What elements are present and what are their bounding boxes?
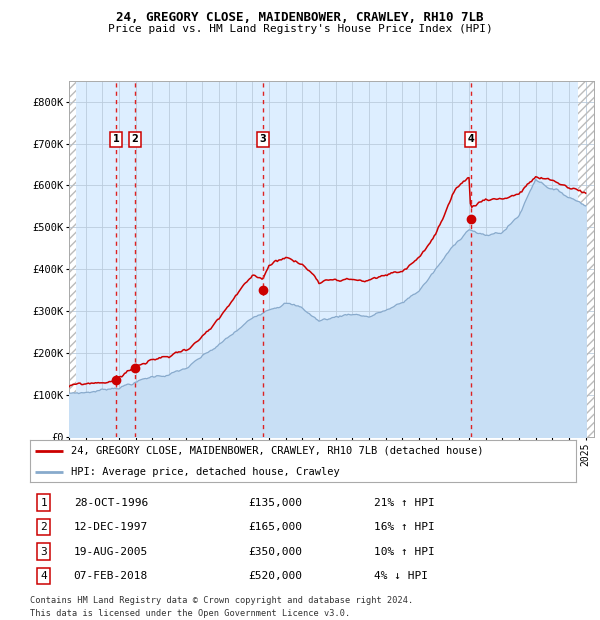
Text: 10% ↑ HPI: 10% ↑ HPI	[374, 547, 435, 557]
Text: 28-OCT-1996: 28-OCT-1996	[74, 497, 148, 508]
Bar	[578, 81, 600, 437]
Text: Price paid vs. HM Land Registry's House Price Index (HPI): Price paid vs. HM Land Registry's House …	[107, 24, 493, 33]
Text: HPI: Average price, detached house, Crawley: HPI: Average price, detached house, Craw…	[71, 467, 340, 477]
Text: 1: 1	[113, 135, 119, 144]
Bar	[0, 81, 76, 437]
Text: This data is licensed under the Open Government Licence v3.0.: This data is licensed under the Open Gov…	[30, 609, 350, 618]
Text: 12-DEC-1997: 12-DEC-1997	[74, 522, 148, 532]
Text: 1: 1	[40, 497, 47, 508]
Text: 16% ↑ HPI: 16% ↑ HPI	[374, 522, 435, 532]
Text: £350,000: £350,000	[248, 547, 302, 557]
Bar	[578, 81, 600, 437]
Text: 07-FEB-2018: 07-FEB-2018	[74, 571, 148, 581]
Text: 24, GREGORY CLOSE, MAIDENBOWER, CRAWLEY, RH10 7LB (detached house): 24, GREGORY CLOSE, MAIDENBOWER, CRAWLEY,…	[71, 446, 484, 456]
Text: 4: 4	[40, 571, 47, 581]
Text: 4: 4	[467, 135, 474, 144]
Text: 2: 2	[131, 135, 138, 144]
Text: 24, GREGORY CLOSE, MAIDENBOWER, CRAWLEY, RH10 7LB: 24, GREGORY CLOSE, MAIDENBOWER, CRAWLEY,…	[116, 11, 484, 24]
Bar	[0, 81, 76, 437]
Text: 2: 2	[40, 522, 47, 532]
Text: 19-AUG-2005: 19-AUG-2005	[74, 547, 148, 557]
Text: £165,000: £165,000	[248, 522, 302, 532]
Text: 21% ↑ HPI: 21% ↑ HPI	[374, 497, 435, 508]
Text: 3: 3	[259, 135, 266, 144]
Text: Contains HM Land Registry data © Crown copyright and database right 2024.: Contains HM Land Registry data © Crown c…	[30, 596, 413, 606]
Text: 3: 3	[40, 547, 47, 557]
Text: £520,000: £520,000	[248, 571, 302, 581]
Text: 4% ↓ HPI: 4% ↓ HPI	[374, 571, 428, 581]
Text: £135,000: £135,000	[248, 497, 302, 508]
